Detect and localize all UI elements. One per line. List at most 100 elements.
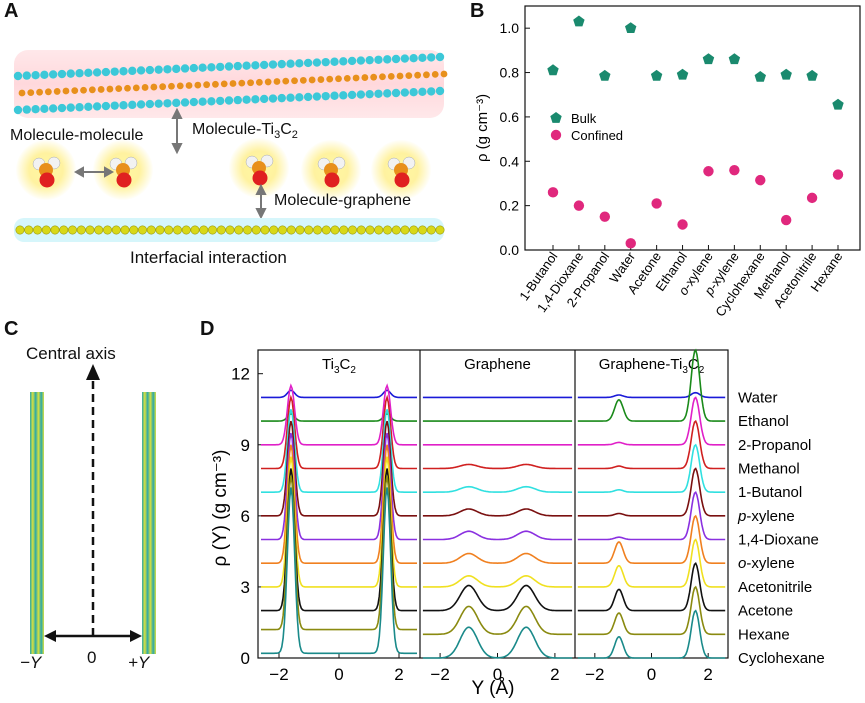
x-tick-label: 2 — [550, 665, 559, 684]
ti-atom — [233, 61, 242, 71]
graphene-atom — [199, 225, 209, 235]
series-label: o-xylene — [738, 555, 795, 572]
central-axis-label: Central axis — [26, 344, 116, 363]
ti-atom — [365, 55, 374, 65]
y-tick-label: 0 — [241, 649, 250, 668]
c-atom — [150, 83, 158, 91]
x-axis-label: Y (Å) — [472, 678, 515, 699]
molecule-molecule-label: Molecule-molecule — [10, 127, 144, 144]
subplot-title: Ti3C2 — [322, 356, 356, 376]
panel-c-diagram — [30, 364, 156, 654]
ti-atom — [242, 95, 251, 104]
ti-atom — [31, 71, 40, 80]
c-atom — [88, 86, 96, 94]
graphene-atom — [41, 225, 51, 235]
ti-atom — [198, 63, 207, 72]
density-curve-o-xylene — [422, 552, 573, 565]
ti-atom — [189, 97, 199, 107]
ti-atom — [128, 66, 137, 76]
graphene-atom — [321, 225, 331, 235]
mt-sub2: 2 — [291, 129, 298, 142]
c-atom — [317, 76, 325, 83]
graphene-atom — [85, 225, 95, 235]
c-atom — [62, 87, 70, 95]
confined-point — [729, 164, 740, 176]
density-curve-Water — [577, 391, 726, 399]
ti-atom — [400, 54, 410, 63]
ti-atom — [154, 99, 163, 108]
ti-atom — [13, 71, 23, 81]
ti-atom — [321, 91, 330, 101]
density-curve-o-xylene — [261, 444, 417, 564]
c-atom — [203, 81, 211, 89]
c-atom — [71, 87, 79, 95]
ti-atom — [101, 67, 111, 77]
ti3c2-sheet — [13, 50, 448, 118]
ti-atom — [400, 88, 410, 97]
graphene-atom — [59, 225, 69, 235]
graphene-atom — [190, 225, 200, 235]
ti-atom — [198, 97, 207, 106]
panel-c-label: C — [4, 318, 19, 340]
ti-atom — [391, 88, 401, 98]
ti-atom — [40, 70, 49, 80]
density-curve-Methanol — [577, 419, 726, 470]
density-curve-Acetonitrile — [422, 574, 573, 588]
molecule-ti3c2-label: Molecule-Ti3C2 — [192, 121, 298, 141]
x-tick-label: −2 — [430, 665, 449, 684]
c-atom — [115, 85, 123, 93]
density-curve-2-Propanol — [577, 396, 726, 446]
c-atom — [370, 73, 378, 81]
density-curve-1-Butanol — [422, 485, 573, 493]
legend-confined-marker — [550, 129, 562, 141]
bulk-point — [676, 68, 689, 80]
c-atom — [361, 74, 369, 81]
ti-atom — [189, 63, 199, 73]
confined-point — [755, 174, 766, 186]
density-curve-1,4-Dioxane — [261, 432, 417, 541]
bulk-point — [806, 69, 818, 81]
c-atom — [97, 86, 105, 93]
y-axis-label: ρ (Y) (g cm⁻³) — [210, 450, 231, 567]
graphene-atom — [208, 225, 218, 235]
graphene-atom — [286, 225, 296, 235]
confined-point — [625, 238, 636, 249]
graphene-atom — [32, 225, 42, 235]
series-label: Acetonitrile — [738, 579, 812, 596]
ti-atom — [136, 66, 146, 75]
graphene-atom — [417, 225, 427, 235]
series-label: 2-Propanol — [738, 437, 811, 454]
graphene-atom — [234, 225, 244, 235]
graphene-atom — [391, 225, 401, 235]
confined-point — [703, 166, 714, 177]
density-curve-o-xylene — [577, 514, 726, 564]
series-label: Acetone — [738, 603, 793, 620]
mt-arrow — [171, 107, 183, 155]
graphene-atom — [304, 225, 314, 235]
x-tick-label: 0 — [493, 665, 502, 684]
c-atom — [185, 82, 193, 89]
c-atom — [141, 84, 149, 91]
x-tick-label: −2 — [269, 665, 288, 684]
series-label: 1,4-Dioxane — [738, 532, 819, 549]
c-atom — [27, 89, 35, 97]
series-label: Cyclohexane — [738, 650, 825, 667]
density-curve-Cyclohexane — [422, 626, 573, 659]
ti-atom — [48, 104, 58, 113]
panel-d-label: D — [200, 318, 215, 340]
graphene-atom — [155, 225, 165, 235]
ti-atom — [259, 94, 269, 104]
graphene-atom — [312, 225, 322, 235]
ti-atom — [207, 97, 216, 106]
ti-atom — [84, 68, 93, 78]
molecule — [387, 156, 416, 188]
ti-atom — [163, 99, 172, 108]
y-tick-label: 3 — [241, 578, 250, 597]
density-curve-Acetonitrile — [577, 538, 726, 588]
graphene-atom — [409, 225, 419, 235]
bulk-point — [599, 69, 611, 81]
ti-atom — [57, 69, 67, 79]
ti-atom — [259, 60, 269, 70]
ti-atom — [13, 105, 23, 115]
neg-y-label: −Y — [20, 653, 42, 672]
